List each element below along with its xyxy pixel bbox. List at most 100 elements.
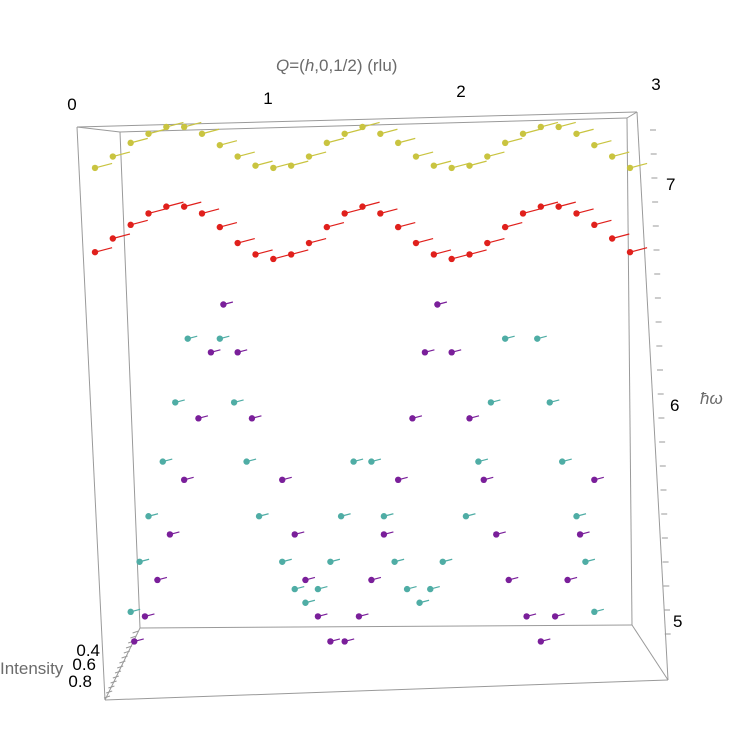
data-point — [355, 613, 363, 620]
z-minor-tick — [117, 665, 124, 669]
y-tick-label: 5 — [673, 612, 682, 631]
data-point — [380, 513, 388, 520]
data-point — [287, 251, 295, 258]
data-point — [591, 476, 598, 484]
data-point — [145, 513, 152, 520]
z-minor-tick — [119, 660, 126, 664]
data-point — [501, 335, 509, 342]
data-point — [573, 130, 580, 137]
data-point — [350, 458, 357, 465]
data-point — [184, 335, 191, 342]
data-point — [427, 585, 434, 593]
data-point — [448, 349, 455, 356]
data-point — [291, 585, 298, 593]
data-point — [305, 153, 313, 160]
data-point — [180, 123, 188, 131]
data-point — [252, 251, 259, 258]
data-point — [127, 221, 134, 229]
data-point — [501, 139, 509, 147]
data-point — [462, 513, 470, 520]
z-minor-tick — [103, 695, 111, 699]
y-axis-title: ħω — [700, 389, 723, 408]
data-point — [270, 164, 277, 172]
z-tick-label: 0.8 — [68, 672, 92, 691]
data-point — [291, 531, 298, 538]
data-point — [475, 458, 482, 465]
data-point — [368, 576, 375, 584]
x-axis-title: Q=(h,0,1/2) (rlu) — [276, 56, 397, 75]
z-minor-tick — [130, 635, 137, 639]
data-point — [416, 599, 423, 606]
data-point — [380, 531, 388, 538]
data-point — [487, 399, 495, 406]
z-minor-tick — [108, 685, 115, 689]
data-point — [216, 223, 224, 231]
data-point — [220, 301, 227, 308]
data-point — [430, 251, 438, 258]
data-point — [234, 153, 241, 160]
data-point — [323, 139, 331, 147]
data-point — [207, 349, 215, 356]
data-point — [327, 558, 334, 565]
data-point — [559, 458, 566, 465]
z-minor-tick — [121, 655, 128, 659]
data-point — [626, 164, 634, 172]
data-point — [434, 301, 441, 308]
data-point — [287, 162, 295, 169]
data-point — [163, 203, 170, 210]
data-point — [327, 638, 334, 645]
data-point — [537, 203, 545, 210]
data-point — [493, 531, 500, 538]
data-point — [409, 415, 416, 422]
plot-box — [76, 111, 669, 701]
y-tick-label: 6 — [670, 396, 679, 415]
data-point — [279, 558, 286, 565]
series-purple — [131, 301, 604, 645]
data-point — [314, 585, 322, 593]
data-point — [564, 576, 571, 584]
series-teal — [127, 335, 604, 616]
z-minor-tick — [123, 650, 130, 654]
data-point — [109, 235, 117, 242]
data-point — [198, 210, 206, 217]
data-point — [480, 476, 487, 484]
data-point — [551, 613, 559, 620]
data-point — [394, 139, 402, 147]
data-point — [519, 210, 527, 217]
data-point — [91, 248, 99, 256]
data-point — [141, 613, 149, 620]
data-point — [523, 613, 530, 620]
data-point — [127, 139, 134, 147]
data-point — [394, 223, 402, 231]
data-point — [341, 638, 348, 645]
data-point — [359, 203, 366, 210]
data-point — [279, 476, 286, 484]
data-point — [448, 255, 455, 263]
data-point — [216, 141, 224, 149]
data-point — [505, 576, 512, 584]
series-yellow — [91, 121, 648, 172]
data-point — [302, 576, 309, 584]
z-minor-tick — [106, 690, 113, 694]
y-tick-labels: 5 6 7 — [650, 129, 682, 635]
data-point — [573, 513, 580, 520]
data-point — [591, 608, 598, 616]
data-point — [305, 239, 313, 247]
data-point — [145, 130, 152, 137]
data-point — [255, 513, 263, 520]
data-point — [555, 203, 562, 210]
data-point — [394, 476, 402, 484]
data-point — [484, 239, 491, 247]
data-point — [163, 123, 170, 131]
data-point — [403, 585, 411, 593]
data-point — [252, 162, 259, 169]
data-point — [534, 335, 541, 342]
x-tick-label: 3 — [651, 75, 660, 94]
data-point — [341, 130, 348, 137]
series-red — [91, 201, 648, 263]
data-point — [519, 130, 527, 137]
data-point — [608, 235, 616, 242]
data-point — [172, 399, 179, 406]
data-point — [466, 162, 473, 169]
